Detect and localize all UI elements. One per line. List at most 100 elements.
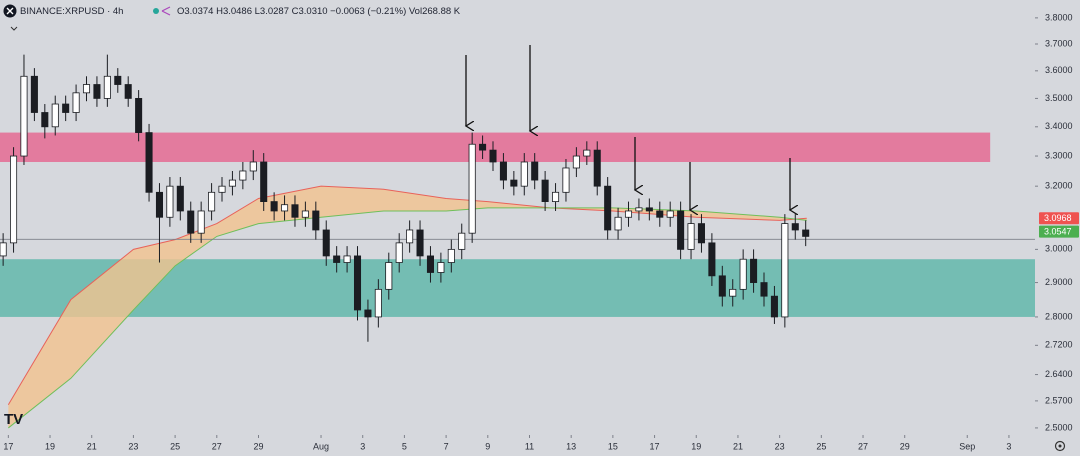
candle-body — [51, 103, 59, 128]
candle-body — [520, 161, 528, 187]
candle-body — [739, 258, 747, 290]
candle-body — [781, 223, 789, 318]
candle-body — [343, 255, 351, 263]
candle-body — [437, 262, 445, 273]
annotation-arrows — [466, 45, 790, 210]
y-tick-label: 2.9000 — [1045, 277, 1073, 287]
candle-body — [426, 255, 434, 273]
candle-body — [166, 185, 174, 218]
candle-body — [124, 84, 132, 99]
x-tick-label: 3 — [360, 441, 365, 451]
candle-body — [645, 207, 653, 212]
x-tick-label: 27 — [858, 441, 868, 451]
candle-body — [510, 179, 518, 187]
candle-body — [114, 75, 122, 85]
candle-body — [635, 207, 643, 212]
candle-body — [572, 155, 580, 169]
ma-line — [8, 207, 807, 429]
y-tick-label: 3.5000 — [1045, 93, 1073, 103]
tv-logo: TV — [4, 411, 23, 428]
collapse-toggle[interactable] — [10, 26, 18, 31]
candle-body — [666, 210, 674, 218]
candle-body — [583, 149, 591, 157]
candle-body — [760, 282, 768, 297]
x-tick-label: 11 — [525, 441, 534, 451]
x-tick-label: 9 — [485, 441, 490, 451]
candle-body — [0, 242, 7, 257]
y-tick-label: 2.5000 — [1045, 422, 1073, 432]
candle-body — [82, 84, 91, 94]
x-tick-label: 7 — [444, 441, 449, 451]
candle-body — [62, 103, 70, 113]
indicator-icon[interactable] — [161, 6, 171, 16]
x-tick-label: 21 — [733, 441, 743, 451]
candle-body — [468, 143, 476, 234]
candle-body — [322, 229, 330, 257]
candle-body — [531, 161, 539, 181]
settings-gear[interactable] — [1054, 440, 1066, 452]
candle-body — [333, 255, 341, 263]
x-tick-label: 5 — [402, 441, 407, 451]
candle-body — [416, 229, 424, 257]
x-tick-label: 13 — [566, 441, 576, 451]
x-tick-label: 15 — [608, 441, 618, 451]
candle-body — [72, 92, 80, 113]
candle-body — [499, 161, 507, 181]
x-tick-label: 21 — [87, 441, 97, 451]
y-tick-label: 3.7000 — [1045, 38, 1073, 48]
candle-body — [541, 179, 549, 202]
x-tick-label: 17 — [3, 441, 13, 451]
candle-body — [791, 223, 799, 231]
candle-body — [260, 161, 268, 202]
y-tick-label: 3.0000 — [1045, 244, 1073, 254]
y-tick-label: 2.8000 — [1045, 311, 1073, 321]
candle-body — [281, 204, 289, 212]
candle-body — [708, 242, 716, 277]
candle-body — [677, 210, 685, 250]
candle-body — [270, 201, 278, 212]
status-dot — [153, 8, 159, 14]
candle-body — [406, 229, 414, 244]
candle-body — [187, 210, 195, 234]
candle-body — [770, 295, 778, 318]
x-tick-label: 3 — [1006, 441, 1011, 451]
candle-body — [176, 185, 184, 212]
candle-body — [374, 288, 382, 318]
ohlc-readout: O3.0374 H3.0486 L3.0287 C3.0310 −0.0063 … — [177, 6, 461, 17]
candle-body — [624, 210, 633, 218]
symbol-title: BINANCE:XRPUSD · 4h — [20, 6, 123, 17]
candle-body — [614, 216, 622, 231]
candle-body — [364, 309, 372, 318]
price-badge-label: 3.0968 — [1044, 213, 1072, 223]
candle-body — [718, 275, 726, 297]
candle-body — [395, 242, 403, 263]
candle-body — [353, 255, 362, 311]
settings-gear-core — [1058, 444, 1062, 448]
x-tick-label: 23 — [775, 441, 785, 451]
candle-body — [10, 155, 18, 244]
candle-body — [593, 149, 601, 187]
candle-body — [93, 84, 101, 99]
axes-layer: 3.8000 3.7000 3.6000 3.5000 3.4000 3.3000 3.20… — [3, 12, 1079, 451]
x-tick-label: 19 — [45, 441, 55, 451]
candle-body — [145, 132, 153, 193]
candle-body — [41, 112, 49, 128]
x-tick-label: 25 — [170, 441, 180, 451]
candle-body — [312, 210, 320, 231]
y-tick-label: 3.8000 — [1045, 12, 1073, 22]
candle-body — [562, 167, 570, 193]
x-tick-label: 17 — [650, 441, 660, 451]
candle-body — [218, 185, 226, 193]
x-tick-label: Aug — [313, 441, 329, 451]
price-badge — [1039, 225, 1079, 238]
candle-body — [802, 229, 810, 237]
candle-body — [552, 191, 560, 202]
candle-body — [135, 98, 143, 133]
y-tick-label: 2.6400 — [1045, 369, 1073, 379]
candle-body — [103, 75, 111, 99]
candle-body — [656, 210, 664, 218]
candle-body — [697, 223, 705, 244]
